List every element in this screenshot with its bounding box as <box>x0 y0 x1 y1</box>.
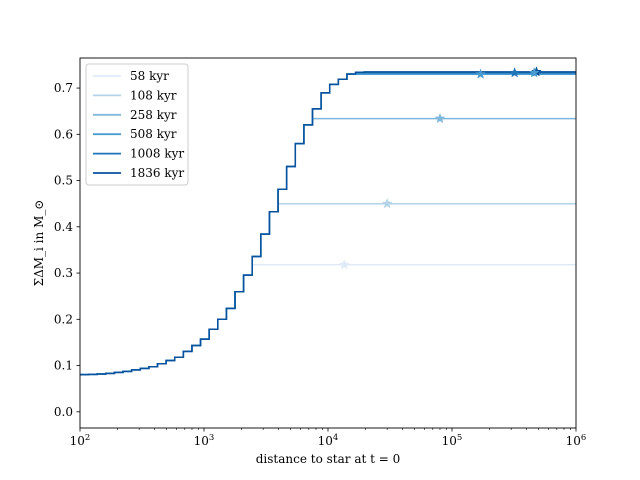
y-tick-label: 0.0 <box>54 405 73 419</box>
star-marker-258-kyr <box>434 112 446 124</box>
star-marker-1008-kyr <box>509 67 521 78</box>
y-axis-ticks: 0.0 0.1 0.2 0.3 0.4 0.5 0.6 0.7 <box>54 81 80 419</box>
legend-label: 508 kyr <box>130 127 177 141</box>
x-tick-label: 106 <box>566 433 587 448</box>
y-tick-label: 0.7 <box>54 81 73 95</box>
x-tick-label: 102 <box>70 433 91 448</box>
legend-label: 58 kyr <box>130 69 169 83</box>
legend-label: 108 kyr <box>130 88 177 102</box>
star-markers <box>338 66 542 270</box>
x-tick-label: 103 <box>194 433 215 448</box>
y-tick-label: 0.3 <box>54 266 73 280</box>
legend: 58 kyr 108 kyr 258 kyr 508 kyr 1008 kyr 1836 … <box>85 63 189 186</box>
y-axis-label: ΣΔM_i in M_⊙ <box>32 200 46 287</box>
legend-label: 258 kyr <box>130 108 177 122</box>
y-tick-label: 0.4 <box>54 220 73 234</box>
y-tick-label: 0.1 <box>54 359 73 373</box>
legend-label: 1836 kyr <box>130 166 184 180</box>
star-marker-58-kyr <box>338 259 350 270</box>
y-tick-label: 0.5 <box>54 174 73 188</box>
legend-box <box>85 63 189 186</box>
y-tick-label: 0.2 <box>54 312 73 326</box>
x-tick-label: 104 <box>318 433 339 448</box>
star-marker-extra-0 <box>528 67 540 78</box>
star-marker-508-kyr <box>475 68 487 79</box>
series-group <box>80 71 576 376</box>
x-axis-ticks: 102 103 104 105 106 <box>70 428 587 448</box>
y-tick-label: 0.6 <box>54 127 73 141</box>
x-axis-label: distance to star at t = 0 <box>256 452 401 466</box>
star-marker-108-kyr <box>381 197 393 209</box>
x-tick-label: 105 <box>442 433 463 448</box>
series-line-1836-kyr <box>80 71 576 376</box>
legend-label: 1008 kyr <box>130 147 184 161</box>
